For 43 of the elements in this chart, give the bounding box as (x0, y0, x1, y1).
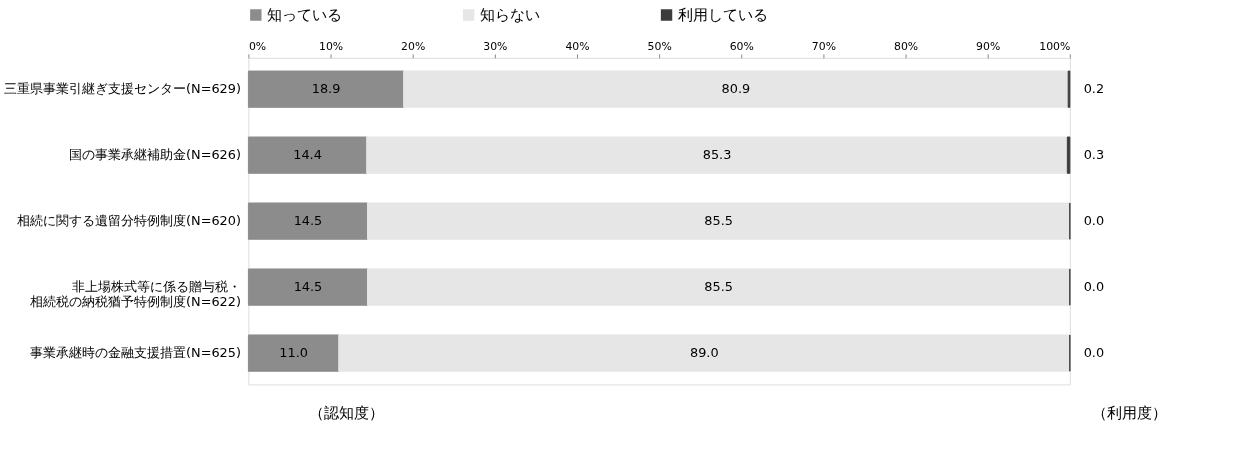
bar (247, 70, 405, 108)
data-label: 14.5 (293, 213, 323, 229)
x-tick-label: 70% (811, 40, 836, 54)
x-tick-label: 50% (647, 40, 672, 54)
data-label: 14.5 (293, 279, 323, 295)
x-tick-label: 100% (1039, 40, 1071, 54)
y-tick-label: 三重県事業引継ぎ支援センター(N=629) (4, 81, 241, 97)
data-label: 89.0 (689, 345, 719, 361)
data-label: 0.0 (1083, 213, 1105, 229)
bar (366, 136, 1068, 174)
x-tick-label: 10% (318, 40, 344, 54)
x-tick-label: 0% (248, 40, 267, 54)
bar (247, 268, 369, 306)
y-tick-label: 国の事業承継補助金(N=626) (69, 147, 241, 163)
x-tick-label: 90% (976, 40, 1001, 54)
x-tick-label: 20% (401, 40, 426, 54)
legend-label: 知らない (479, 5, 540, 23)
text: （認知度） (309, 404, 385, 422)
x-tick-label: 40% (565, 40, 590, 54)
data-label: 0.3 (1083, 147, 1105, 163)
data-label: 14.4 (293, 147, 322, 163)
bar (247, 136, 368, 174)
y-tick-label: 相続に関する遺留分特例制度(N=620) (17, 213, 241, 229)
x-tick-label: 30% (483, 40, 508, 54)
x-tick-label: 80% (893, 40, 919, 54)
data-label: 0.0 (1083, 345, 1105, 361)
data-label: 85.5 (704, 213, 733, 229)
x-tick-label: 60% (729, 40, 754, 54)
y-tick-label: 非上場株式等に係る贈与税・相続税の納税猶予特例制度(N=622) (30, 279, 241, 309)
text: （利用度） (1091, 404, 1167, 422)
data-label: 80.9 (721, 81, 751, 97)
bar (247, 202, 369, 240)
y-tick-label: 事業承継時の金融支援措置(N=625) (30, 345, 241, 361)
data-label: 0.2 (1083, 81, 1105, 97)
data-label: 18.9 (311, 81, 341, 97)
data-label: 85.3 (702, 147, 732, 163)
legend-label: 利用している (677, 5, 768, 23)
data-label: 11.0 (279, 345, 308, 361)
bar (403, 70, 1069, 108)
bar (247, 334, 340, 372)
data-label: 0.0 (1083, 279, 1105, 295)
legend-label: 知っている (267, 5, 343, 23)
data-label: 85.5 (704, 279, 733, 295)
